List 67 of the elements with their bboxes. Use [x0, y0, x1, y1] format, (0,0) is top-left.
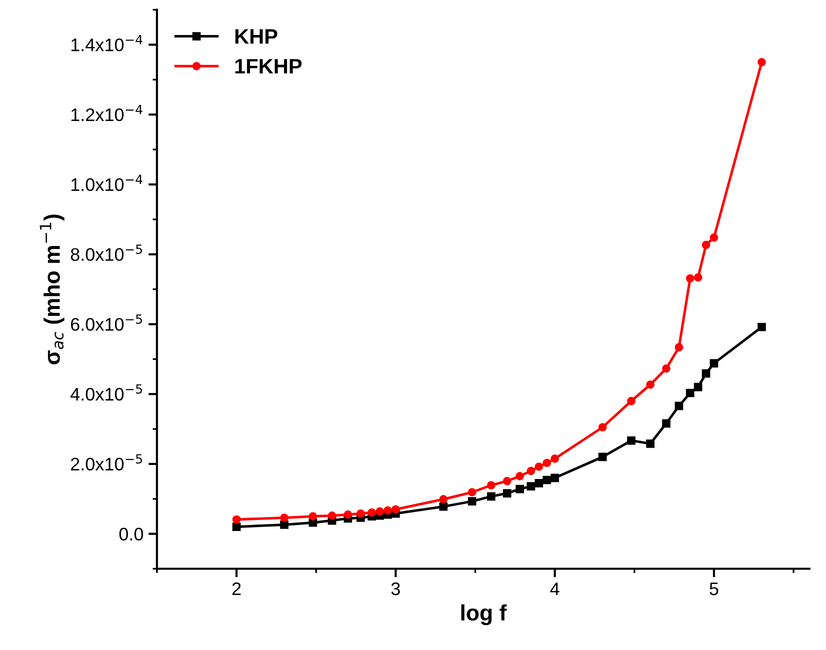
point — [439, 502, 448, 511]
point — [526, 466, 536, 476]
point — [550, 474, 559, 482]
point — [344, 510, 352, 519]
point — [758, 322, 766, 332]
point — [392, 505, 400, 514]
x-tick-label: 4 — [550, 582, 560, 596]
x-tick-label: 5 — [710, 582, 718, 596]
point — [598, 423, 607, 432]
y-tick-label: 2.0x10$^{−5}$ — [70, 454, 142, 471]
y-tick-label: 1.4x10$^{−4}$ — [71, 34, 142, 52]
point — [502, 476, 512, 486]
point — [710, 359, 718, 368]
point — [502, 489, 512, 498]
point — [534, 478, 544, 488]
point — [627, 436, 636, 445]
point — [542, 476, 552, 484]
point — [280, 514, 288, 522]
point — [646, 380, 654, 389]
x-tick-label: 3 — [391, 582, 400, 596]
point — [232, 515, 241, 524]
point — [516, 484, 524, 494]
point — [487, 492, 496, 501]
point — [694, 273, 702, 282]
point — [356, 509, 365, 518]
point — [384, 506, 392, 515]
point — [368, 508, 376, 517]
point — [694, 382, 702, 392]
point — [662, 364, 670, 373]
point — [598, 452, 607, 462]
point — [542, 458, 552, 468]
point — [280, 520, 288, 529]
point — [308, 512, 318, 521]
point — [674, 402, 684, 410]
x-tick-label: 2 — [232, 582, 241, 596]
point — [468, 488, 476, 496]
legend-label: 1FKHP — [235, 59, 302, 74]
point — [487, 481, 496, 490]
point — [627, 396, 636, 406]
point — [534, 462, 544, 471]
point — [674, 343, 684, 352]
point — [646, 440, 654, 448]
point — [526, 482, 536, 490]
point — [686, 388, 694, 398]
point — [686, 274, 694, 283]
point — [550, 454, 559, 463]
point — [758, 58, 766, 66]
x-axis-title: log f — [461, 604, 507, 626]
legend-label: KHP — [235, 29, 278, 44]
point — [308, 518, 318, 527]
y-tick-label: 1.0x10$^{−4}$ — [71, 174, 142, 192]
y-tick-label: 0.0 — [119, 528, 144, 541]
y-tick-label: 8.0x10$^{−5}$ — [70, 244, 142, 261]
y-tick-label: 4.0x10$^{−5}$ — [70, 384, 142, 401]
y-axis-title: σ$_{ac}$ (mho m$^{−1}$) — [40, 214, 64, 364]
point — [702, 240, 710, 250]
y-tick-label: 1.2x10$^{−4}$ — [71, 104, 142, 122]
point — [702, 369, 710, 378]
point — [376, 507, 384, 516]
point — [328, 511, 336, 520]
y-tick-label: 6.0x10$^{−5}$ — [70, 314, 142, 331]
point — [232, 522, 241, 531]
point — [468, 497, 476, 506]
point — [439, 495, 448, 504]
point — [710, 233, 718, 242]
point — [516, 472, 524, 480]
point — [662, 419, 670, 428]
